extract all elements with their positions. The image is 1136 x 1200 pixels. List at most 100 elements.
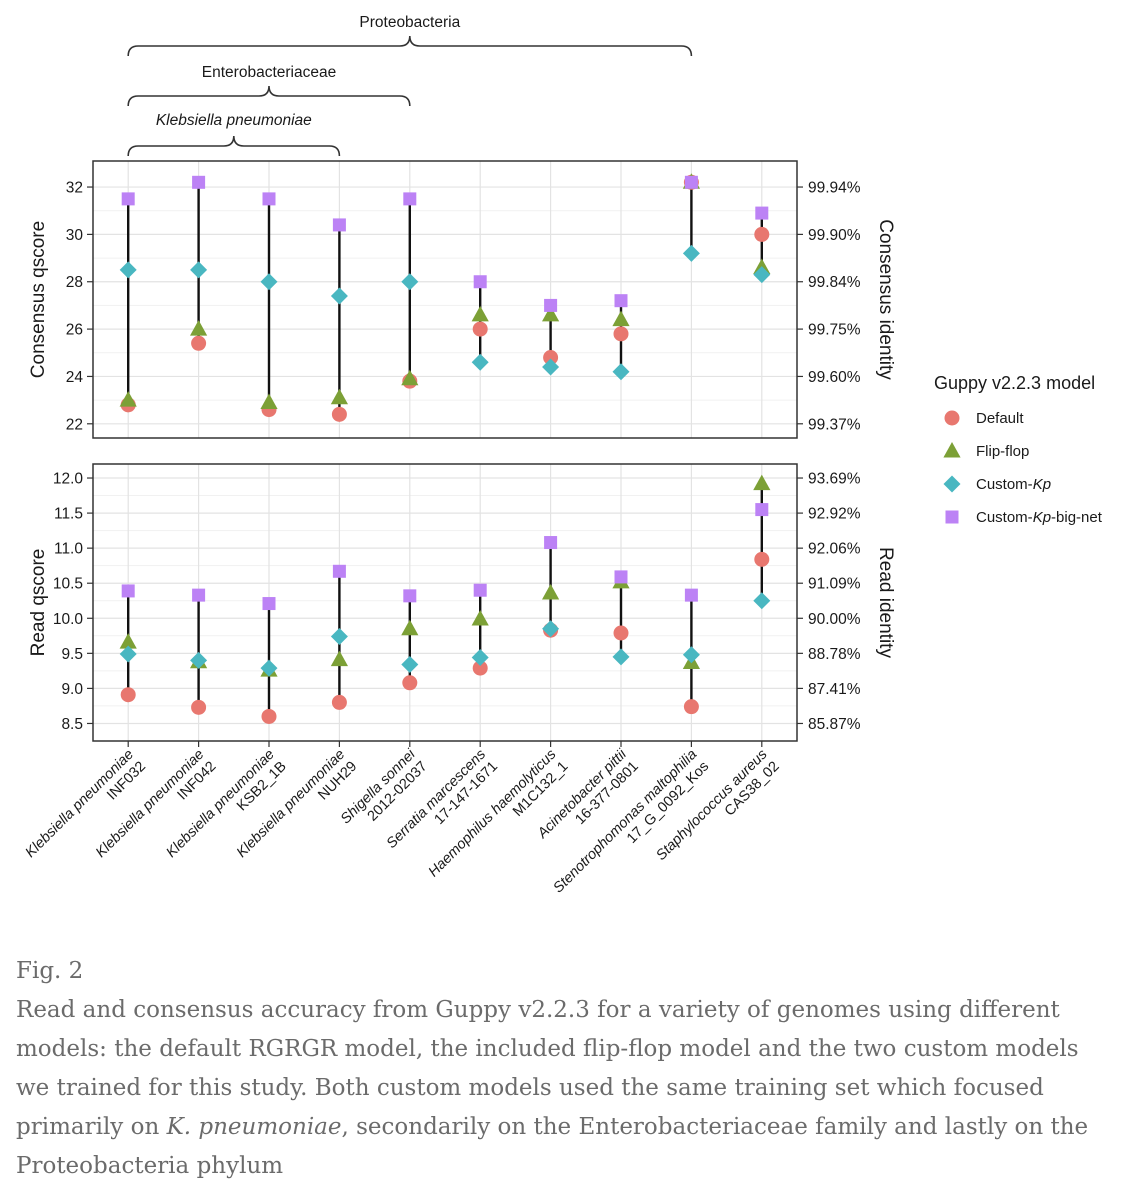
data-point — [121, 192, 135, 206]
caption-text: Read and consensus accuracy from Guppy v… — [16, 991, 1116, 1186]
y-tick-label: 11.5 — [54, 506, 83, 523]
data-point — [332, 218, 346, 232]
data-point — [542, 305, 560, 322]
legend-label: Custom-Kp-big-net — [976, 509, 1103, 526]
data-point — [543, 350, 559, 366]
data-point — [612, 363, 630, 381]
data-point — [403, 192, 417, 206]
y-tick-label: 28 — [66, 274, 83, 291]
y2-tick-label: 99.37% — [808, 416, 861, 433]
legend-label-suffix: -big-net — [1051, 509, 1103, 526]
panel-background — [93, 464, 797, 741]
data-point — [331, 406, 347, 422]
y2-tick-label: 99.94% — [808, 180, 861, 197]
y2-tick-label: 85.87% — [808, 716, 861, 733]
y2-tick-label: 92.92% — [808, 506, 861, 523]
data-point — [260, 659, 278, 677]
y2-tick-label: 93.69% — [808, 471, 861, 488]
y-tick-label: 32 — [66, 180, 83, 197]
data-point — [472, 660, 488, 676]
legend-title: Guppy v2.2.3 model — [934, 373, 1095, 393]
group-label: Enterobacteriaceae — [202, 64, 336, 81]
data-point — [613, 326, 629, 342]
data-point — [119, 645, 137, 663]
data-point — [401, 619, 419, 636]
y-tick-label: 26 — [66, 322, 83, 339]
data-point — [262, 597, 276, 611]
data-point — [471, 609, 489, 626]
y2-tick-label: 91.09% — [808, 576, 861, 593]
data-point — [682, 646, 700, 664]
data-point — [471, 353, 489, 371]
group-bracket — [127, 135, 341, 157]
data-point — [754, 551, 770, 567]
caption-text-end: , secondarily on the Enterobacteriaceae … — [16, 1114, 1089, 1179]
data-point — [190, 261, 208, 279]
legend-label-text: Custom- — [976, 476, 1033, 493]
y2-tick-label: 99.60% — [808, 369, 861, 386]
data-point — [260, 273, 278, 291]
data-point — [755, 206, 769, 220]
group-label: Klebsiella pneumoniae — [156, 112, 312, 129]
y-axis-title: Consensus qscore — [28, 221, 49, 378]
caption-text-start: Read and consensus accuracy from Guppy v… — [16, 997, 1079, 1140]
legend-key — [945, 510, 959, 524]
read-panel: 8.5 9.0 9.5 10.0 10.5 11.0 11.5 12.0 85.87% 87.41… — [28, 463, 896, 742]
y-axis-title: Read qscore — [28, 549, 49, 657]
y2-tick-label: 99.84% — [808, 274, 861, 291]
y-tick-label: 24 — [66, 369, 84, 386]
x-tick-label: Klebsiella pneumoniaeINF032 — [23, 747, 150, 874]
data-point — [191, 699, 207, 715]
data-point — [754, 226, 770, 242]
legend-key — [943, 442, 961, 458]
taxonomy-brackets: Proteobacteria Enterobacteriaceae Klebsiel… — [127, 14, 693, 157]
data-point — [192, 175, 206, 189]
legend-label-italic: Kp — [1033, 509, 1051, 526]
data-point — [544, 536, 558, 550]
data-point — [471, 649, 489, 667]
y-tick-label: 11.0 — [54, 541, 83, 558]
data-point — [120, 687, 136, 703]
y2-tick-label: 92.06% — [808, 541, 861, 558]
data-point — [471, 305, 489, 322]
y-tick-label: 9.5 — [61, 646, 83, 663]
legend-label-text: Default — [976, 410, 1024, 427]
data-point — [544, 298, 558, 312]
data-point — [260, 393, 278, 409]
legend-label: Custom-Kp — [976, 476, 1051, 493]
data-point — [331, 694, 347, 710]
legend: Guppy v2.2.3 model Default Flip-flop Custom… — [934, 373, 1103, 526]
panel-border — [92, 463, 798, 742]
data-point — [402, 675, 418, 691]
data-point — [401, 273, 419, 291]
data-point — [119, 633, 137, 649]
data-point — [683, 699, 699, 715]
data-point — [755, 503, 769, 517]
y-tick-label: 22 — [66, 416, 83, 433]
data-point — [753, 266, 771, 284]
legend-label: Flip-flop — [976, 443, 1029, 460]
y-tick-label: 10.0 — [53, 611, 84, 628]
data-point — [121, 584, 135, 598]
caption-text-italic: K. pneumoniae — [166, 1114, 342, 1140]
group-label: Proteobacteria — [359, 14, 460, 31]
figure-caption: Fig. 2 Read and consensus accuracy from … — [16, 952, 1116, 1186]
data-point — [542, 620, 560, 638]
y2-tick-label: 90.00% — [808, 611, 861, 628]
group-bracket — [127, 85, 411, 107]
panel-border — [92, 160, 798, 439]
data-point — [542, 358, 560, 376]
data-point — [330, 650, 348, 667]
data-point — [614, 570, 628, 584]
data-point — [753, 592, 771, 610]
legend-key — [944, 410, 960, 426]
data-point — [612, 648, 630, 666]
data-point — [753, 474, 771, 491]
data-point — [473, 583, 487, 597]
y-tick-label: 10.5 — [53, 576, 83, 593]
legend-key — [943, 475, 961, 493]
data-point — [330, 628, 348, 646]
data-point — [330, 388, 348, 405]
